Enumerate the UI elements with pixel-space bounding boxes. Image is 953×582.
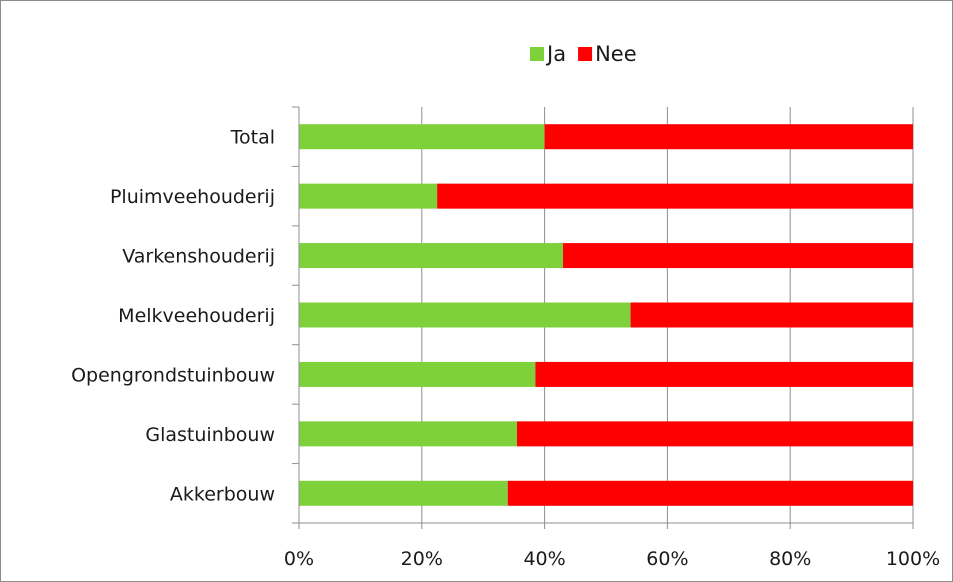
bar-ja	[299, 243, 564, 269]
bar-nee	[437, 183, 913, 209]
bar-nee	[516, 421, 913, 447]
bar-ja	[299, 421, 517, 447]
bar-ja	[299, 361, 536, 387]
bar-nee	[507, 480, 913, 506]
x-tick-label: 60%	[646, 548, 688, 570]
x-tick-label: 20%	[401, 548, 443, 570]
legend-label-ja: Ja	[545, 42, 566, 66]
bar-nee	[544, 124, 913, 150]
category-label: Opengrondstuinbouw	[71, 364, 275, 386]
category-label: Melkveehouderij	[118, 305, 275, 327]
bar-ja	[299, 302, 631, 328]
x-tick-label: 40%	[523, 548, 565, 570]
bar-ja	[299, 183, 438, 209]
bar-ja	[299, 480, 508, 506]
category-label: Glastuinbouw	[145, 424, 275, 446]
tick-labels: 0% 20% 40% 60% 80% 100% Total Pluimveehouderij V…	[71, 127, 940, 570]
category-label: Varkenshouderij	[122, 246, 275, 268]
x-tick-label: 80%	[769, 548, 811, 570]
legend-swatch-ja	[530, 47, 544, 61]
bar-ja	[299, 124, 545, 150]
bars	[299, 124, 913, 506]
x-tick-label: 0%	[284, 548, 314, 570]
bar-nee	[630, 302, 913, 328]
category-label: Total	[230, 127, 275, 149]
category-label: Pluimveehouderij	[110, 186, 275, 208]
x-tick-label: 100%	[886, 548, 940, 570]
bar-nee	[563, 243, 913, 269]
legend-label-nee: Nee	[595, 42, 637, 66]
category-label: Akkerbouw	[170, 483, 275, 505]
legend: Ja Nee	[530, 42, 637, 66]
axes	[292, 106, 914, 529]
bar-nee	[535, 361, 913, 387]
legend-swatch-nee	[578, 47, 593, 61]
